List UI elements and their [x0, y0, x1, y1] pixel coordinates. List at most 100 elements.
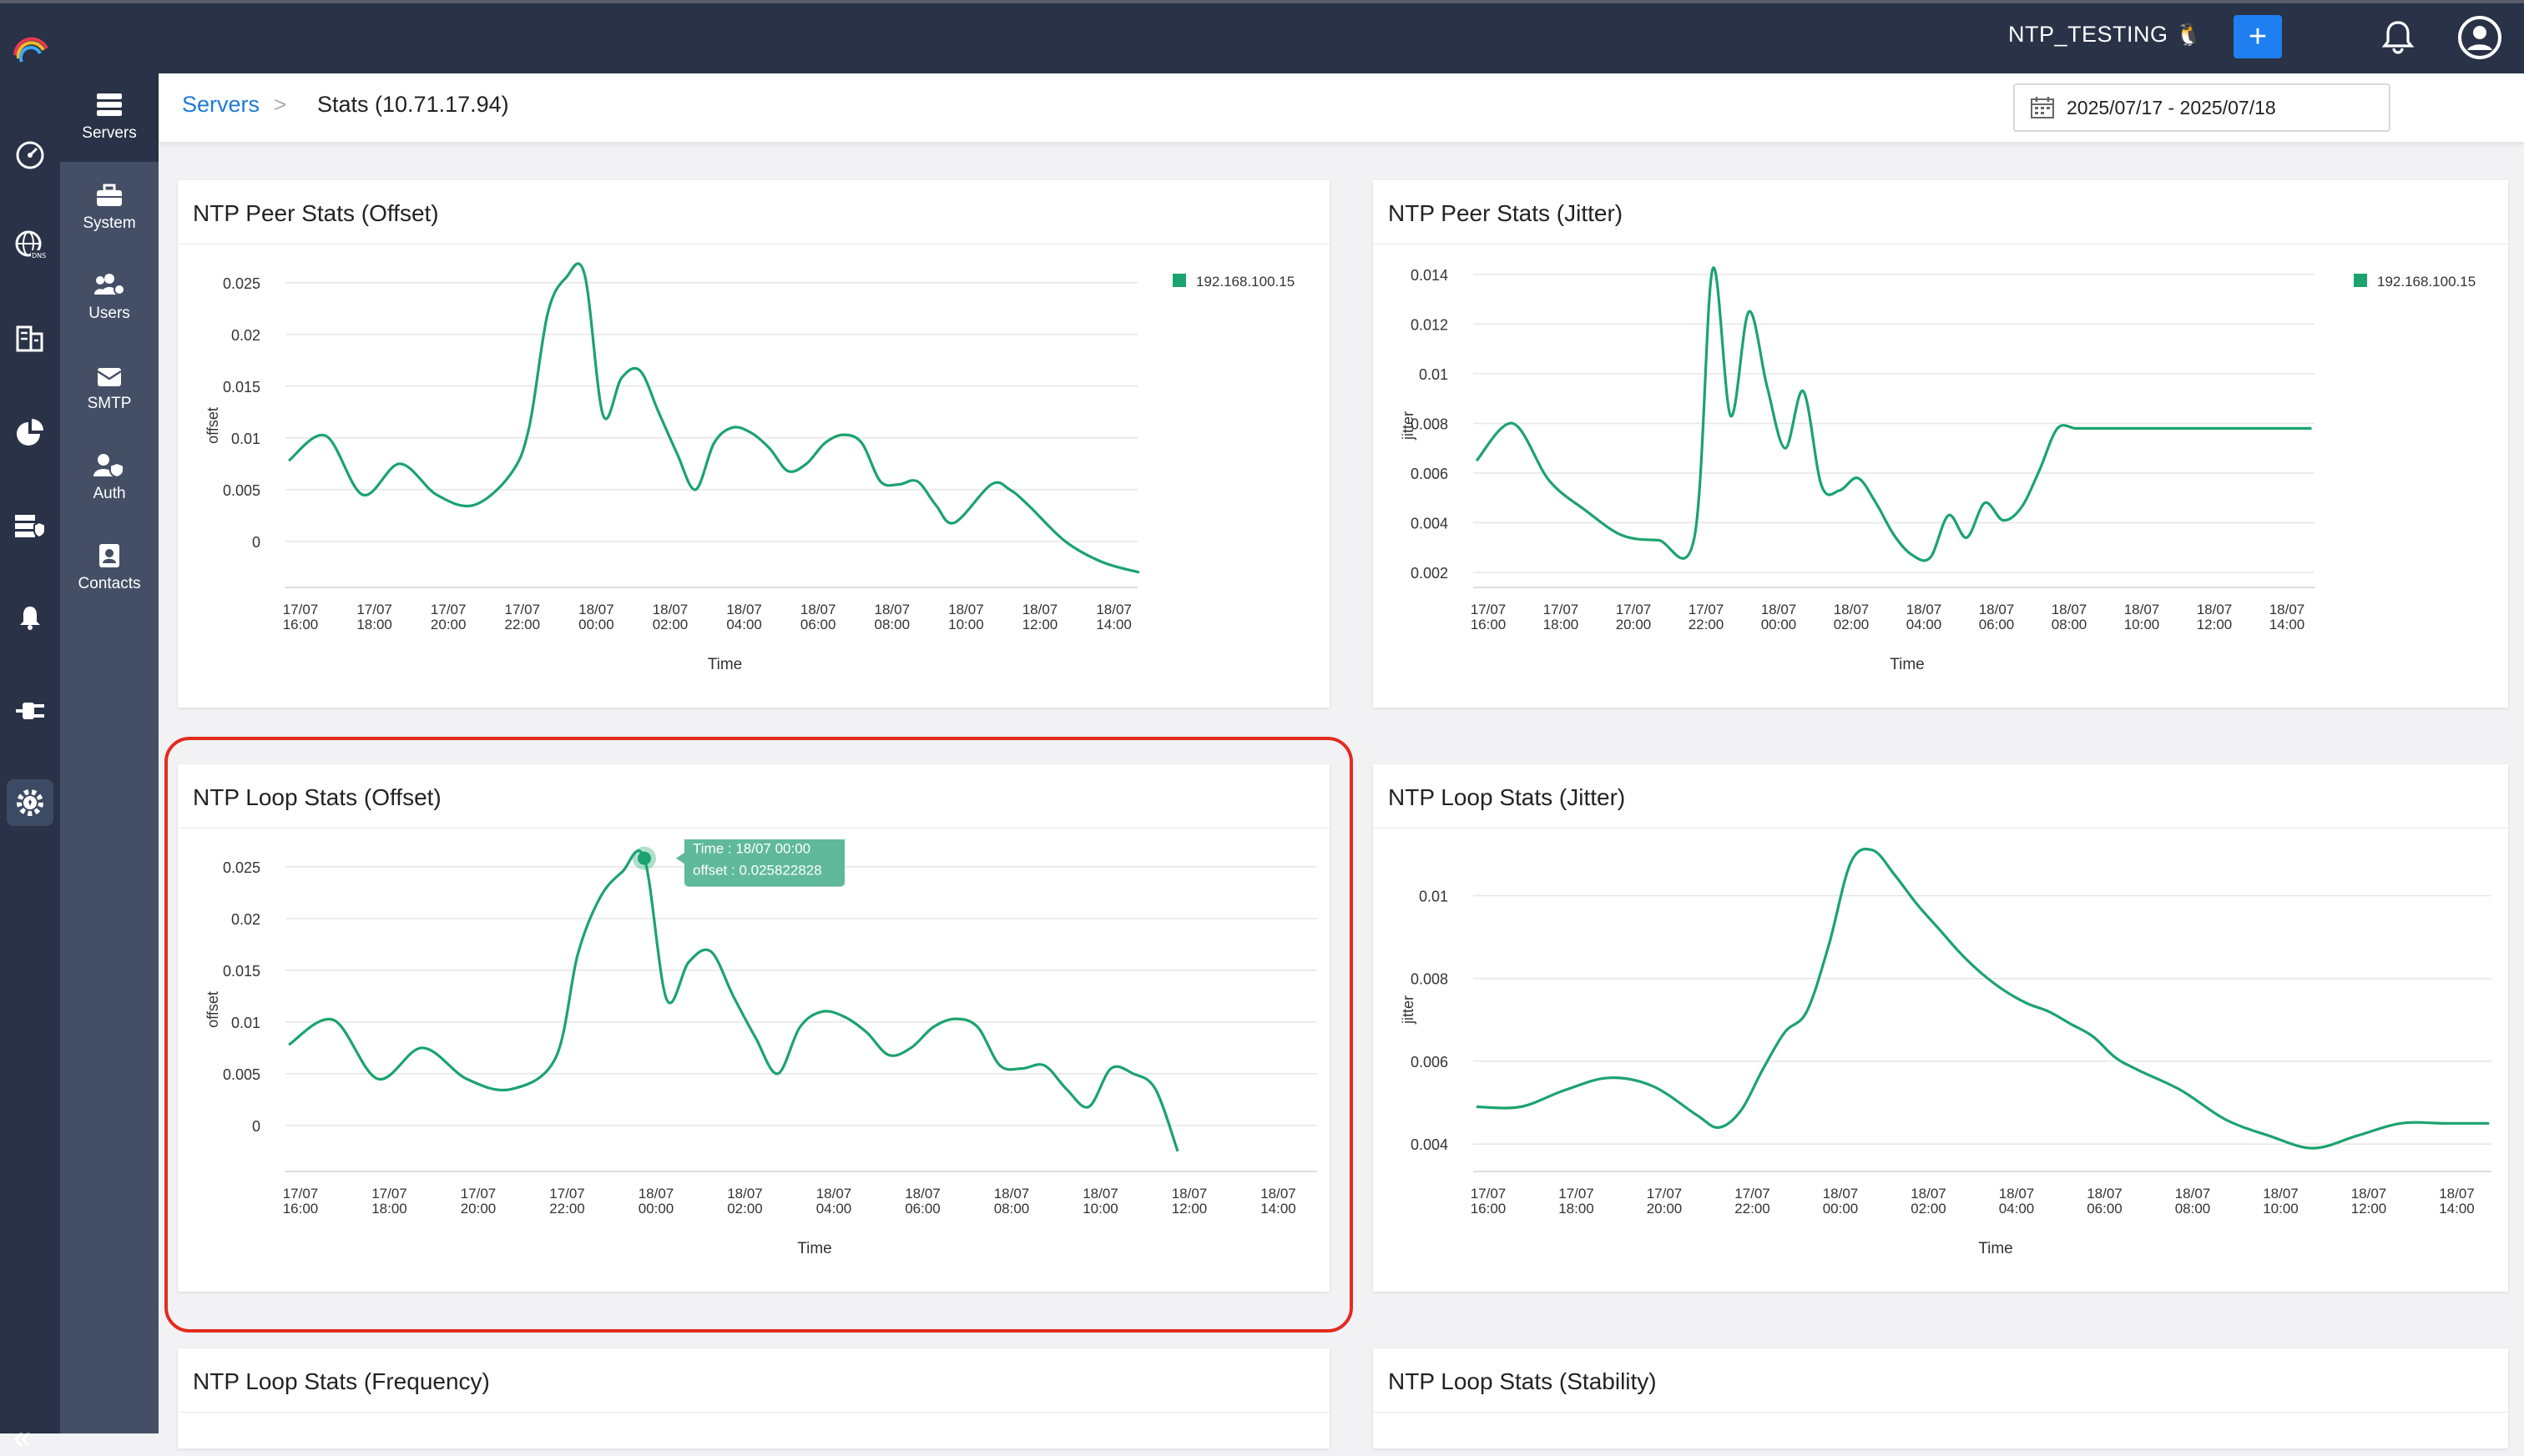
svg-text:DNS: DNS	[32, 252, 46, 259]
y-tick-label: 0.002	[1411, 565, 1448, 582]
y-tick-label: 0.008	[1411, 971, 1448, 988]
card-loop-stability: NTP Loop Stats (Stability)	[1373, 1348, 2508, 1448]
card-divider	[1373, 828, 2508, 829]
y-tick-label: 0.01	[231, 1015, 260, 1031]
legend-swatch	[1173, 274, 1186, 287]
nav-dns[interactable]: DNS	[7, 222, 53, 269]
x-tick-label: 17/07 16:00	[283, 602, 319, 632]
x-tick-label: 17/07 22:00	[505, 602, 541, 632]
x-tick-label: 18/07 04:00	[726, 602, 762, 632]
breadcrumb-servers-link[interactable]: Servers	[182, 92, 260, 117]
nav-alerts[interactable]	[7, 594, 53, 641]
x-tick-label: 18/07 14:00	[1096, 602, 1132, 632]
nav-admin-settings[interactable]	[7, 779, 53, 826]
collapse-sidebar-icon[interactable]: «	[13, 1420, 32, 1455]
card-title: NTP Loop Stats (Offset)	[193, 784, 442, 810]
card-peer-jitter: NTP Peer Stats (Jitter) 0.014 0.012 0.01 0.…	[1373, 180, 2508, 708]
nav-reports[interactable]	[7, 409, 53, 456]
nav-secure-servers[interactable]	[7, 502, 53, 549]
y-tick-label: 0.025	[223, 859, 260, 876]
submenu-label: SMTP	[87, 395, 132, 412]
x-tick-label: 18/07 12:00	[2197, 602, 2233, 632]
linux-tux-icon: 🐧	[2174, 22, 2203, 47]
nav-plugins[interactable]	[7, 688, 53, 734]
tooltip-time: Time : 18/07 00:00	[693, 841, 810, 857]
x-tick-label: 17/07 18:00	[1543, 602, 1579, 632]
top-bar: NTP_TESTING 🐧 +	[0, 0, 2524, 73]
submenu-servers[interactable]: Servers	[60, 73, 159, 162]
loop-offset-chart[interactable]: 0.025 0.02 0.015 0.01 0.005 0 17/07 16:00 17/07 1…	[178, 839, 1330, 1290]
x-axis-label: Time	[1890, 656, 1925, 673]
hover-point[interactable]	[638, 851, 651, 865]
notifications-bell-icon[interactable]	[2375, 15, 2421, 60]
user-shield-icon	[93, 454, 124, 478]
legend-label[interactable]: 192.168.100.15	[2377, 274, 2476, 290]
x-tick-label: 18/07 00:00	[1823, 1186, 1859, 1217]
peer-offset-chart[interactable]: 0.025 0.02 0.015 0.01 0.005 0 17/07 16:00 17/07 1…	[178, 255, 1330, 706]
x-tick-label: 18/07 00:00	[1761, 602, 1797, 632]
y-tick-label: 0.005	[223, 1066, 260, 1083]
dashboard-icon	[16, 141, 44, 169]
x-tick-label: 18/07 10:00	[1083, 1186, 1118, 1217]
x-tick-label: 17/07 22:00	[1734, 1186, 1770, 1217]
main-content: Servers > Stats (10.71.17.94) 2025/07/17…	[159, 73, 2524, 1433]
x-tick-label: 18/07 04:00	[1906, 602, 1942, 632]
y-tick-label: 0.02	[231, 327, 260, 344]
y-tick-label: 0.02	[231, 911, 260, 928]
breadcrumb-separator: >	[274, 92, 287, 117]
x-tick-label: 18/07 02:00	[1834, 602, 1870, 632]
date-range-value: 2025/07/17 - 2025/07/18	[2067, 96, 2276, 118]
series-line[interactable]	[1476, 847, 2490, 1150]
add-button[interactable]: +	[2234, 15, 2282, 58]
y-tick-label: 0.015	[223, 963, 260, 980]
x-tick-label: 18/07 04:00	[1999, 1186, 2035, 1217]
y-tick-label: 0.004	[1411, 1136, 1448, 1153]
y-tick-label: 0.014	[1411, 267, 1448, 284]
x-tick-label: 17/07 18:00	[1558, 1186, 1594, 1217]
card-peer-offset: NTP Peer Stats (Offset) 0.025 0.02 0.015 0.…	[178, 180, 1330, 708]
loop-jitter-chart[interactable]: 0.01 0.008 0.006 0.004 17/07 16:00 17/07 18:00 1…	[1373, 839, 2508, 1290]
servers-icon	[97, 93, 122, 116]
submenu-smtp[interactable]: SMTP	[60, 344, 159, 432]
page-title: Stats (10.71.17.94)	[317, 92, 509, 117]
x-tick-label: 17/07 16:00	[1471, 602, 1507, 632]
y-axis-label: offset	[204, 991, 221, 1028]
x-tick-label: 17/07 20:00	[1616, 602, 1652, 632]
x-tick-label: 18/07 02:00	[1911, 1186, 1946, 1217]
peer-jitter-chart[interactable]: 0.014 0.012 0.01 0.008 0.006 0.004 0.002 17/07 1…	[1373, 255, 2508, 706]
submenu-system[interactable]: System	[60, 164, 159, 252]
submenu-auth[interactable]: Auth	[60, 434, 159, 522]
x-tick-label: 18/07 06:00	[905, 1186, 941, 1217]
tooltip-box	[684, 839, 845, 887]
series-line[interactable]	[287, 262, 1140, 574]
submenu-contacts[interactable]: Contacts	[60, 524, 159, 612]
dns-globe-icon: DNS	[15, 230, 46, 259]
x-tick-label: 18/07 08:00	[2175, 1186, 2211, 1217]
submenu-users[interactable]: Users	[60, 254, 159, 342]
y-axis-label: jitter	[1400, 995, 1416, 1025]
x-tick-label: 18/07 06:00	[800, 602, 836, 632]
x-axis-label: Time	[1978, 1240, 2013, 1257]
y-tick-label: 0	[252, 534, 260, 551]
card-loop-jitter: NTP Loop Stats (Jitter) 0.01 0.008 0.006 0.…	[1373, 764, 2508, 1292]
x-tick-label: 17/07 20:00	[461, 1186, 497, 1217]
card-title: NTP Loop Stats (Frequency)	[193, 1368, 490, 1394]
admin-settings-icon	[17, 789, 43, 816]
x-tick-label: 18/07 02:00	[727, 1186, 763, 1217]
series-line[interactable]	[288, 849, 1179, 1152]
nav-inventory[interactable]	[7, 315, 53, 362]
card-divider	[178, 828, 1330, 829]
y-tick-label: 0.025	[223, 275, 260, 292]
series-line[interactable]	[1475, 266, 2312, 562]
environment-selector[interactable]: NTP_TESTING 🐧	[2008, 22, 2202, 48]
app-logo-icon[interactable]	[5, 25, 55, 75]
date-range-picker[interactable]: 2025/07/17 - 2025/07/18	[2013, 83, 2390, 132]
card-title: NTP Loop Stats (Stability)	[1388, 1368, 1657, 1394]
submenu-label: Servers	[82, 124, 137, 142]
submenu-label: Contacts	[78, 575, 141, 592]
y-tick-label: 0.01	[1419, 366, 1448, 383]
window-strip	[0, 0, 2524, 3]
legend-label[interactable]: 192.168.100.15	[1196, 274, 1295, 290]
nav-dashboard[interactable]	[7, 130, 53, 177]
user-account-icon[interactable]	[2456, 13, 2504, 62]
